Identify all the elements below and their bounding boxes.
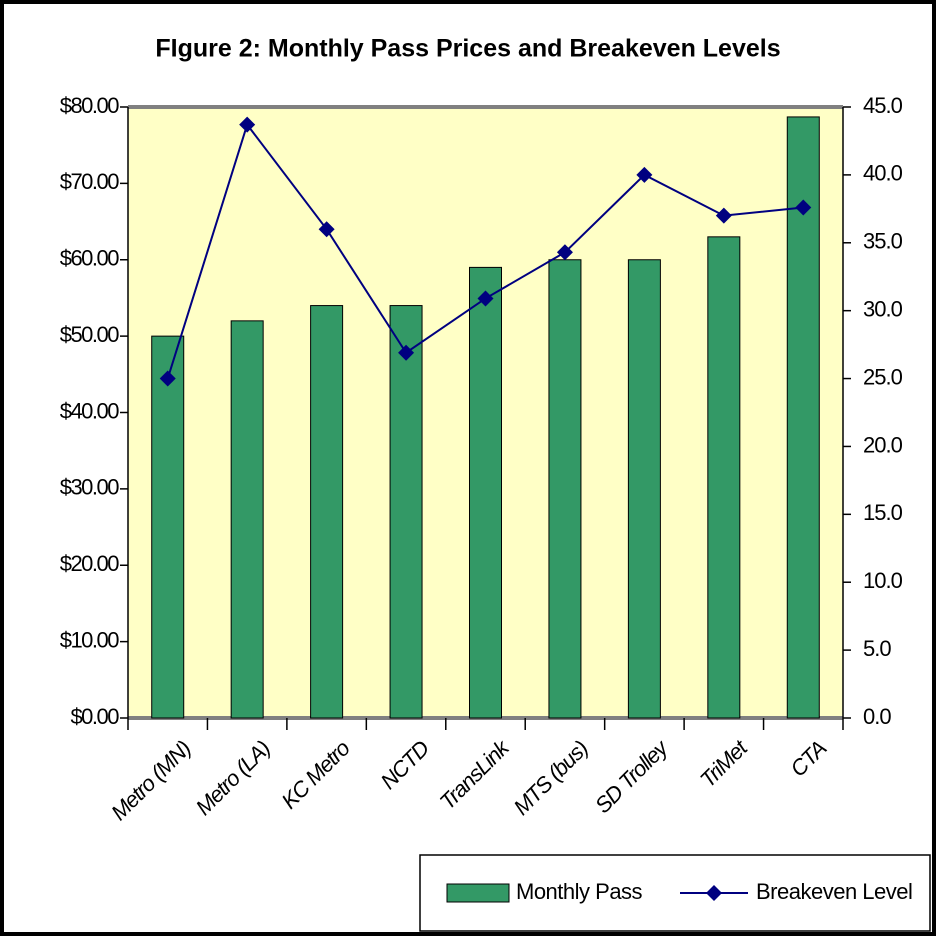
legend-label: Monthly Pass (516, 879, 643, 904)
marker (239, 116, 256, 133)
marker (159, 370, 176, 387)
marker (318, 221, 335, 238)
marker (795, 199, 812, 216)
bar (786, 116, 820, 719)
y-tick-label: $80.00 (60, 93, 120, 118)
bar (310, 305, 344, 719)
y2-tick-label: 25.0 (863, 364, 903, 389)
marker (715, 207, 732, 224)
y2-tick-label: 5.0 (863, 636, 891, 661)
y2-tick-label: 15.0 (863, 500, 903, 525)
y2-tick-label: 45.0 (863, 93, 903, 118)
y-tick-label: $40.00 (60, 398, 120, 423)
marker (398, 344, 415, 361)
legend-label: Breakeven Level (756, 879, 912, 904)
y2-tick-label: 20.0 (863, 432, 903, 457)
y-tick-label: $70.00 (60, 169, 120, 194)
y-tick-label: $50.00 (60, 322, 120, 347)
legend-swatch (446, 883, 510, 903)
y-tick-label: $20.00 (60, 551, 120, 576)
marker (556, 244, 573, 261)
bar (230, 320, 264, 719)
y2-tick-label: 40.0 (863, 161, 903, 186)
chart-title: FIgure 2: Monthly Pass Prices and Breake… (155, 35, 780, 63)
y-tick-label: $0.00 (70, 704, 119, 729)
bar (151, 335, 185, 719)
bar (548, 259, 582, 719)
y2-tick-label: 0.0 (863, 704, 891, 729)
bar (627, 259, 661, 719)
y2-tick-label: 35.0 (863, 229, 903, 254)
y2-tick-label: 10.0 (863, 568, 903, 593)
y-tick-label: $30.00 (60, 475, 120, 500)
y-tick-label: $10.00 (60, 627, 120, 652)
marker (636, 166, 653, 183)
y-tick-label: $60.00 (60, 246, 120, 271)
marker (477, 290, 494, 307)
bar (469, 266, 502, 719)
y2-tick-label: 30.0 (863, 296, 903, 321)
bar (707, 236, 741, 719)
bar (389, 305, 423, 719)
legend-marker (706, 885, 722, 901)
